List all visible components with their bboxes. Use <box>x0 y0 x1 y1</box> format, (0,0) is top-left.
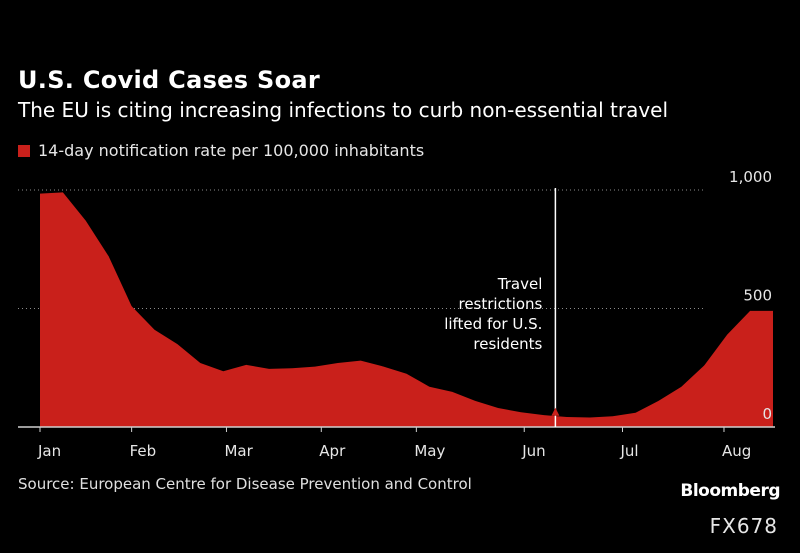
annotation-text: restrictions <box>458 295 542 313</box>
source-note: Source: European Centre for Disease Prev… <box>18 475 472 493</box>
legend-swatch <box>18 144 30 157</box>
annotation-text: lifted for U.S. <box>444 315 542 333</box>
y-tick-label: 500 <box>743 287 772 305</box>
x-tick-label: Feb <box>130 442 157 460</box>
x-tick-label: Aug <box>722 442 751 460</box>
chart-subtitle: The EU is citing increasing infections t… <box>18 98 669 122</box>
legend-label: 14-day notification rate per 100,000 inh… <box>38 141 425 160</box>
x-tick-label: Jun <box>521 442 545 460</box>
x-tick-label: Apr <box>319 442 346 460</box>
y-tick-label: 0 <box>762 405 772 423</box>
x-tick-label: Jan <box>37 442 61 460</box>
annotation-text: residents <box>473 335 542 353</box>
annotation-marker <box>551 407 560 416</box>
legend: 14-day notification rate per 100,000 inh… <box>18 141 424 160</box>
chart-area: 0 500 1,000 Jan Feb Mar Apr May Jun Jul Aug Travel r… <box>18 168 775 460</box>
brand-logo: Bloomberg <box>680 481 780 501</box>
x-tick-label: Mar <box>224 442 253 460</box>
y-tick-label: 1,000 <box>729 168 772 186</box>
x-tick-label: May <box>414 442 445 460</box>
series-area <box>40 192 773 427</box>
annotation-text: Travel <box>497 275 543 293</box>
chart-title: U.S. Covid Cases Soar <box>18 66 320 94</box>
x-tick-label: Jul <box>620 442 639 460</box>
watermark-code: FX678 <box>709 514 778 538</box>
